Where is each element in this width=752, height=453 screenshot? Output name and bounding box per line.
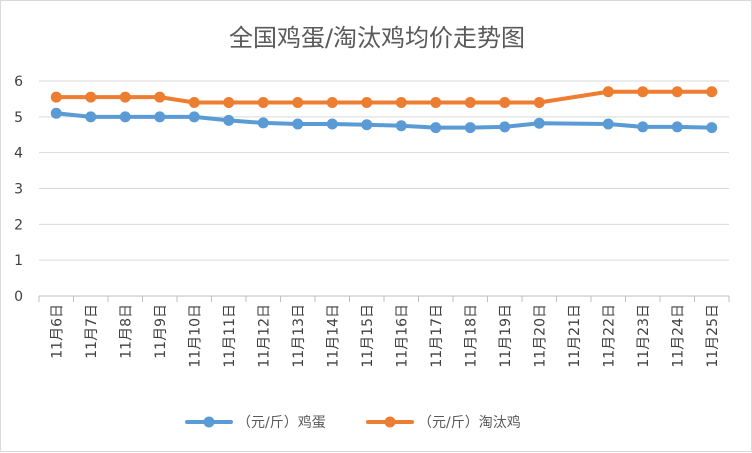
x-tick-label: 11月12日: [256, 304, 272, 368]
data-point: [326, 118, 338, 130]
data-point: [257, 117, 269, 129]
y-tick-label: 3: [14, 182, 23, 198]
data-point: [154, 91, 166, 103]
data-point: [223, 97, 235, 108]
data-point: [671, 86, 683, 98]
x-axis: 11月6日 11月7日 11月8日 11月9日 11月10日 11月11日 11月12日 11…: [38, 296, 730, 368]
legend-label-1: （元/斤）淘汰鸡: [418, 414, 521, 431]
data-point: [119, 91, 131, 103]
data-point: [533, 117, 545, 129]
data-point: [119, 111, 131, 123]
x-tick-label: 11月7日: [84, 304, 100, 359]
data-point: [154, 111, 166, 123]
x-tick-label: 11月9日: [153, 304, 169, 359]
data-point: [464, 122, 476, 134]
data-point: [671, 121, 683, 133]
legend-marker-1: [384, 416, 396, 428]
legend: （元/斤）鸡蛋 （元/斤）淘汰鸡: [185, 414, 521, 431]
x-tick-label: 11月11日: [222, 304, 238, 368]
x-tick-label: 11月15日: [360, 304, 376, 368]
data-point: [395, 120, 407, 132]
data-point: [464, 97, 476, 108]
y-tick-label: 1: [14, 253, 23, 269]
x-tick-label: 11月18日: [463, 304, 479, 368]
data-point: [257, 97, 269, 108]
x-tick-label: 11月25日: [705, 304, 721, 368]
x-tick-label: 11月17日: [429, 304, 445, 368]
data-point: [50, 107, 62, 119]
data-point: [188, 97, 200, 108]
data-point: [395, 97, 407, 108]
data-point: [326, 97, 338, 108]
data-point: [188, 111, 200, 123]
series-layer: [50, 86, 718, 134]
y-tick-label: 6: [14, 74, 23, 90]
x-tick-label: 11月23日: [636, 304, 652, 368]
y-axis: 0 1 2 3 4 5 6: [14, 74, 23, 305]
data-point: [430, 122, 442, 134]
data-point: [637, 86, 649, 98]
data-point: [223, 114, 235, 126]
x-tick-label: 11月13日: [291, 304, 307, 368]
data-point: [499, 121, 511, 133]
data-point: [706, 122, 718, 134]
gridlines: [39, 80, 729, 297]
data-point: [50, 91, 62, 103]
x-tick-label: 11月8日: [118, 304, 134, 359]
chart-title: 全国鸡蛋/淘汰鸡均价走势图: [229, 24, 525, 52]
x-tick-label: 11月6日: [49, 304, 65, 359]
y-tick-label: 5: [14, 110, 23, 126]
x-tick-label: 11月16日: [394, 304, 410, 368]
data-point: [292, 118, 304, 130]
data-point: [361, 97, 373, 108]
y-tick-label: 0: [14, 289, 23, 305]
y-tick-label: 4: [14, 146, 23, 162]
x-tick-label: 11月24日: [670, 304, 686, 368]
x-tick-label: 11月20日: [532, 304, 548, 368]
data-point: [706, 86, 718, 98]
legend-marker-0: [203, 416, 215, 428]
x-tick-label: 11月10日: [187, 304, 203, 368]
data-point: [602, 86, 614, 98]
x-tick-label: 11月19日: [498, 304, 514, 368]
data-point: [430, 97, 442, 108]
x-tick-label: 11月21日: [567, 304, 583, 368]
data-point: [499, 97, 511, 108]
data-point: [292, 97, 304, 108]
x-tick-label: 11月14日: [325, 304, 341, 368]
data-point: [85, 111, 97, 123]
data-point: [602, 118, 614, 130]
x-tick-label: 11月22日: [601, 304, 617, 368]
y-tick-label: 2: [14, 217, 23, 233]
data-point: [85, 91, 97, 103]
data-point: [637, 121, 649, 133]
legend-label-0: （元/斤）鸡蛋: [237, 414, 326, 431]
data-point: [533, 97, 545, 108]
data-point: [361, 119, 373, 131]
